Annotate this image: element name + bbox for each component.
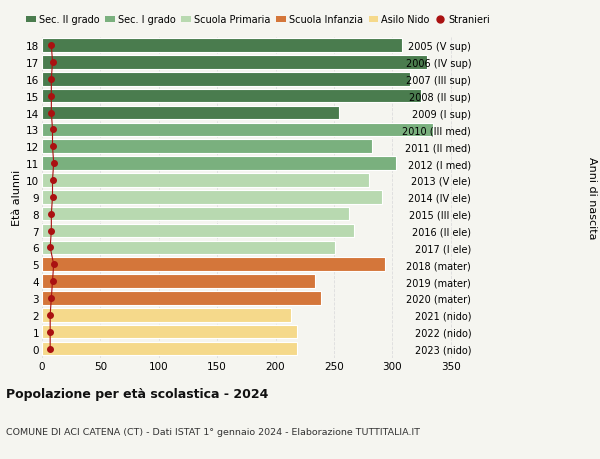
Bar	[42, 106, 338, 120]
Point	[46, 312, 55, 319]
Bar	[42, 56, 427, 69]
Point	[47, 93, 56, 100]
Point	[47, 211, 56, 218]
Y-axis label: Età alunni: Età alunni	[12, 169, 22, 225]
Bar	[42, 258, 385, 271]
Legend: Sec. II grado, Sec. I grado, Scuola Primaria, Scuola Infanzia, Asilo Nido, Stran: Sec. II grado, Sec. I grado, Scuola Prim…	[26, 16, 490, 25]
Bar	[42, 123, 433, 137]
Point	[47, 76, 56, 83]
Bar	[42, 157, 396, 170]
Point	[48, 143, 58, 151]
Text: Anni di nascita: Anni di nascita	[587, 156, 597, 239]
Bar	[42, 73, 410, 86]
Bar	[42, 90, 421, 103]
Bar	[42, 190, 382, 204]
Bar	[42, 325, 296, 339]
Point	[47, 110, 56, 117]
Text: Popolazione per età scolastica - 2024: Popolazione per età scolastica - 2024	[6, 387, 268, 400]
Bar	[42, 207, 349, 221]
Point	[47, 227, 56, 235]
Text: COMUNE DI ACI CATENA (CT) - Dati ISTAT 1° gennaio 2024 - Elaborazione TUTTITALIA: COMUNE DI ACI CATENA (CT) - Dati ISTAT 1…	[6, 427, 420, 436]
Bar	[42, 241, 335, 255]
Point	[48, 126, 58, 134]
Point	[46, 345, 55, 353]
Point	[48, 59, 58, 67]
Point	[48, 194, 58, 201]
Point	[48, 177, 58, 184]
Bar	[42, 342, 296, 356]
Bar	[42, 140, 373, 154]
Point	[46, 328, 55, 336]
Point	[47, 42, 56, 50]
Point	[46, 244, 55, 252]
Bar	[42, 39, 401, 53]
Bar	[42, 291, 321, 305]
Point	[49, 160, 58, 168]
Bar	[42, 224, 354, 238]
Bar	[42, 308, 290, 322]
Bar	[42, 174, 369, 187]
Point	[47, 295, 56, 302]
Point	[48, 278, 58, 285]
Bar	[42, 275, 315, 288]
Point	[49, 261, 58, 269]
